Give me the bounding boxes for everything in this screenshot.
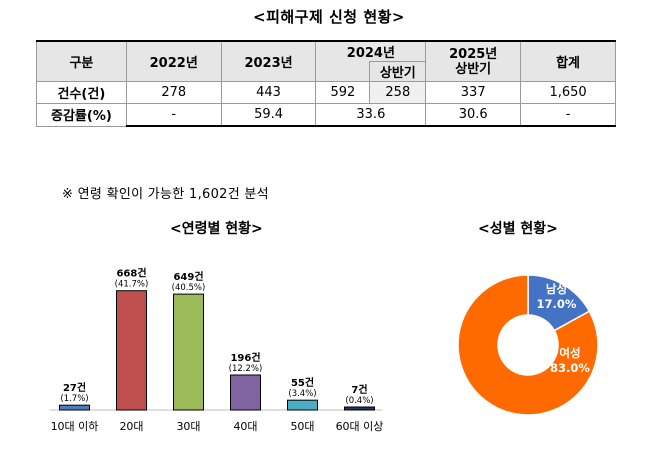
- count-2024-h1: 258: [369, 81, 427, 104]
- bar-2: [173, 293, 204, 411]
- bar-count-label: 27건: [63, 381, 86, 394]
- bar-1: [116, 290, 147, 411]
- bar-category-label: 60대 이상: [336, 420, 384, 433]
- bar-percent-label: (41.7%): [115, 280, 149, 290]
- header-2024: 2024년: [315, 40, 427, 62]
- age-chart-title: <연령별 현황>: [170, 221, 263, 237]
- bar-count-label: 55건: [291, 376, 314, 389]
- donut-percent: 17.0%: [537, 297, 577, 311]
- rate-total: -: [520, 103, 616, 127]
- bar-4: [287, 399, 318, 411]
- rate-2024: 33.6: [315, 103, 427, 127]
- row-rate-label: 증감률(%): [36, 103, 127, 127]
- count-2023: 443: [220, 81, 317, 104]
- bar-percent-label: (1.7%): [60, 394, 88, 404]
- donut-label: 여성: [559, 346, 580, 360]
- bar-percent-label: (40.5%): [172, 283, 206, 293]
- header-2024-h1: 상반기: [369, 61, 427, 82]
- header-2023: 2023년: [220, 40, 317, 82]
- row-count-label: 건수(건): [36, 81, 127, 104]
- count-2024: 592: [315, 81, 370, 104]
- bar-percent-label: (0.4%): [345, 396, 373, 406]
- bar-5: [344, 406, 375, 411]
- bar-count-label: 196건: [230, 351, 260, 364]
- header-2025-h1: 2025년 상반기: [425, 40, 522, 82]
- donut-label: 남성: [546, 282, 567, 296]
- age-bar-chart: 27건(1.7%) 10대 이하 668건(41.7%) 20대 649건(40.5%)…: [50, 267, 384, 433]
- header-2022: 2022년: [125, 40, 222, 82]
- bar-category-label: 50대: [290, 420, 314, 433]
- bar-percent-label: (3.4%): [288, 389, 316, 399]
- bar-count-label: 649건: [173, 270, 203, 283]
- bar-percent-label: (12.2%): [229, 364, 263, 374]
- bar-3: [230, 374, 261, 411]
- page-title: <피해구제 신청 현황>: [253, 8, 405, 26]
- bar-count-label: 668건: [116, 267, 146, 280]
- summary-table: 구분 2022년 2023년 2024년 2025년 상반기 합계 상반기 건수…: [36, 40, 616, 127]
- count-total: 1,650: [520, 81, 616, 104]
- rate-2023: 59.4: [220, 103, 317, 127]
- donut-percent: 83.0%: [550, 361, 590, 375]
- bar-category-label: 20대: [119, 420, 143, 433]
- bar-category-label: 10대 이하: [51, 419, 99, 433]
- bar-category-label: 40대: [233, 420, 257, 433]
- donut-slice-1: [457, 274, 599, 416]
- count-2025-h1: 337: [425, 81, 522, 104]
- bar-count-label: 7건: [351, 383, 367, 396]
- bar-0: [59, 404, 90, 411]
- header-category: 구분: [36, 40, 127, 82]
- gender-chart-title: <성별 현황>: [478, 221, 558, 237]
- header-total: 합계: [520, 40, 616, 82]
- analysis-note: ※ 연령 확인이 가능한 1,602건 분석: [62, 187, 269, 202]
- rate-2022: -: [125, 103, 222, 127]
- rate-2025-h1: 30.6: [425, 103, 522, 127]
- bar-category-label: 30대: [176, 420, 200, 433]
- count-2022: 278: [125, 81, 222, 104]
